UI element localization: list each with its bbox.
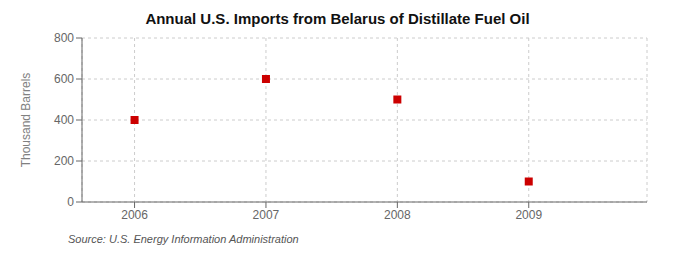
html-text:Source: U.S. Energy Informatio: Source: U.S. Energy Information Administ… xyxy=(68,233,299,245)
svg-text:2008: 2008 xyxy=(384,208,411,222)
html-text:Annual U.S. Imports from Belar: Annual U.S. Imports from Belarus of Dist… xyxy=(145,10,530,27)
svg-text:200: 200 xyxy=(54,154,74,168)
svg-text:2007: 2007 xyxy=(253,208,280,222)
svg-text:600: 600 xyxy=(54,72,74,86)
svg-text:0: 0 xyxy=(67,195,74,209)
svg-text:Thousand Barrels: Thousand Barrels xyxy=(19,73,33,168)
svg-text:2006: 2006 xyxy=(121,208,148,222)
svg-text:400: 400 xyxy=(54,113,74,127)
svg-text:2009: 2009 xyxy=(515,208,542,222)
svg-text:800: 800 xyxy=(54,31,74,45)
